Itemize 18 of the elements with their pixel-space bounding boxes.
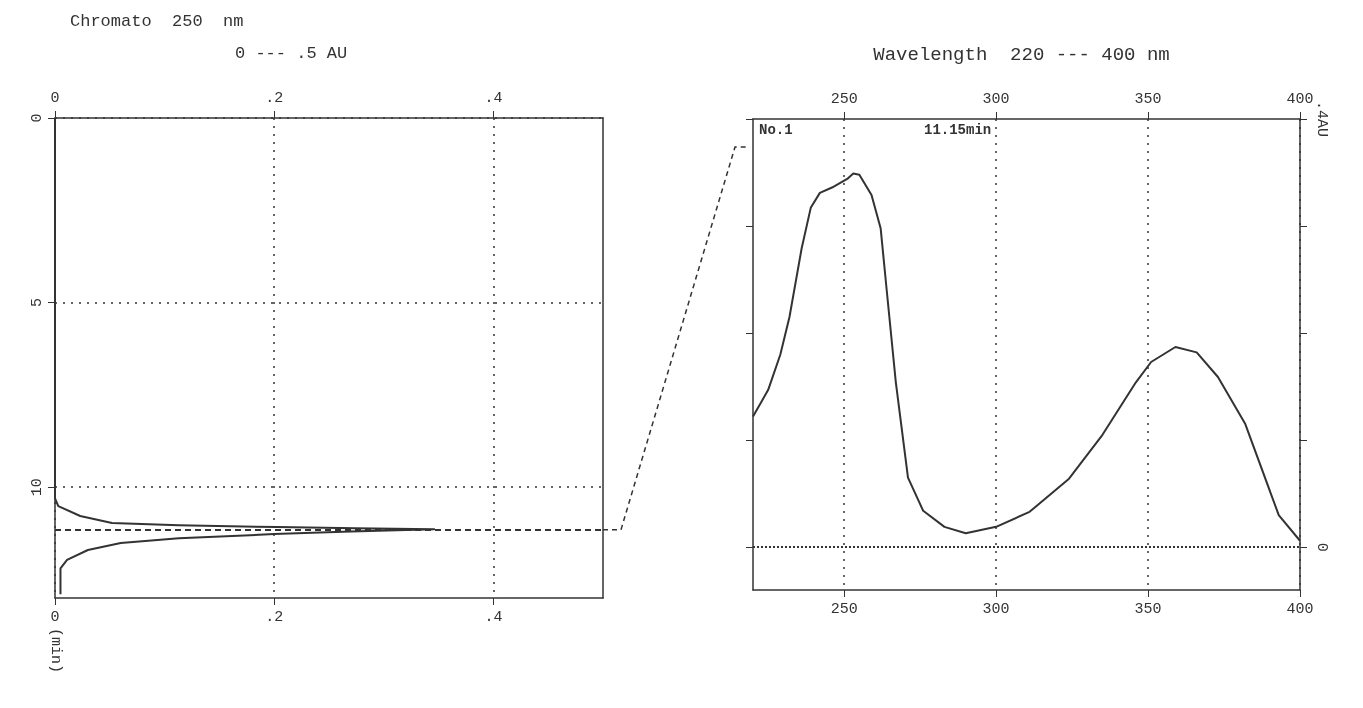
x-tick-label: 400 xyxy=(1286,601,1314,618)
y-tick-label: 0 xyxy=(29,113,46,123)
annotation: 11.15min xyxy=(924,122,992,138)
x-tick-label: .4 xyxy=(484,90,503,107)
chart-title: Chromato 250 nm xyxy=(70,12,244,31)
x-tick-label: 250 xyxy=(830,601,858,618)
chart-subtitle: 0 --- .5 AU xyxy=(235,44,348,63)
y-tick-label: 10 xyxy=(29,478,46,497)
y-tick-label: 5 xyxy=(29,298,46,308)
y-axis-title: (min) xyxy=(46,627,64,673)
annotation: No.1 xyxy=(759,122,793,138)
chart-title: Wavelength 220 --- 400 nm xyxy=(873,43,1170,66)
y2-tick-label: .4AU xyxy=(1313,100,1330,138)
x-tick-label: .2 xyxy=(265,90,284,107)
y2-tick-label: 0 xyxy=(1313,542,1330,552)
x-tick-label: 300 xyxy=(982,601,1010,618)
x-tick-label: 0 xyxy=(50,90,60,107)
x-tick-label: 350 xyxy=(1134,601,1162,618)
